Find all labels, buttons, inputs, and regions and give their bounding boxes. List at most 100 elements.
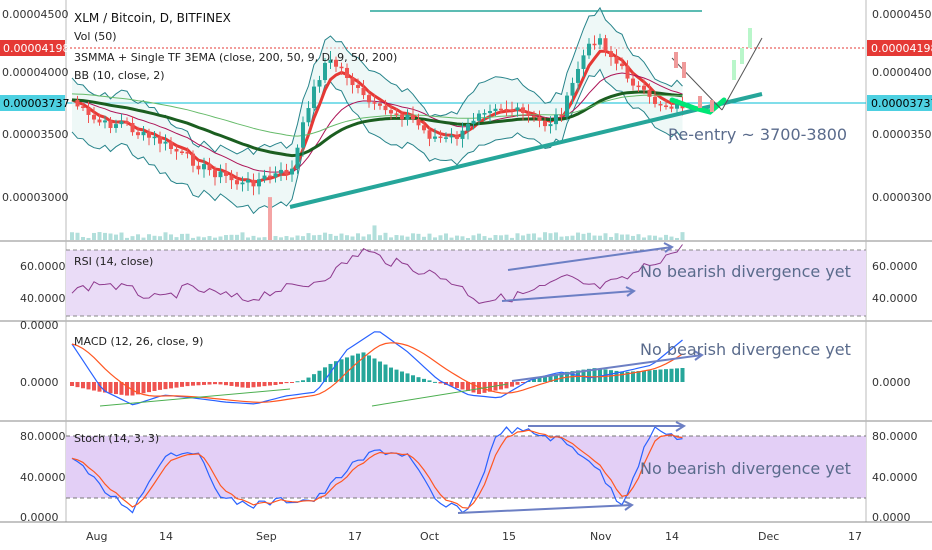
volume-bar <box>422 236 426 240</box>
candle-body <box>515 107 520 111</box>
volume-bar <box>207 236 212 240</box>
macd-hist <box>185 382 190 387</box>
bb-fill <box>72 7 683 214</box>
volume-bar <box>114 234 118 240</box>
volume-bar <box>257 237 261 240</box>
volume-bar <box>295 235 300 240</box>
macd-hist <box>317 370 322 382</box>
volume-bar <box>548 233 553 240</box>
stoch-bottom-tick-left: 0.0000 <box>20 511 59 524</box>
projected-candle <box>740 48 744 64</box>
macd-hist <box>235 382 239 387</box>
volume-bar <box>246 237 250 240</box>
macd-hist <box>504 382 509 389</box>
last-price-label-left: 0.00004198 <box>3 42 69 55</box>
macd-hist <box>345 357 349 382</box>
ma-legend: 3SMMA + Single TF 3EMA (close, 200, 50, … <box>74 51 397 64</box>
macd-legend: MACD (12, 26, close, 9) <box>74 335 203 348</box>
macd-hist <box>543 376 547 382</box>
bb-lower <box>71 68 683 215</box>
macd-trend-line <box>99 388 291 407</box>
volume-bar <box>224 235 228 240</box>
macd-hist <box>191 382 195 386</box>
volume-bar <box>356 233 360 240</box>
candle-body <box>257 179 261 187</box>
stoch-legend: Stoch (14, 3, 3) <box>74 432 159 445</box>
macd-hist <box>460 382 465 390</box>
arrow-head <box>663 242 674 253</box>
candle-body <box>114 124 118 128</box>
rsi-legend: RSI (14, close) <box>74 255 153 268</box>
volume-bar <box>279 237 283 240</box>
macd-hist <box>548 375 553 382</box>
macd-hist <box>262 382 267 387</box>
volume-bar <box>235 234 239 240</box>
volume-bar <box>378 235 382 240</box>
candle-body <box>191 153 195 166</box>
macd-hist <box>416 377 421 382</box>
macd-hist <box>218 382 223 385</box>
candle-body <box>631 78 635 86</box>
candle-body <box>603 38 608 52</box>
volume-bar <box>427 233 432 240</box>
candle-body <box>422 125 426 131</box>
projected-candle <box>698 96 702 108</box>
volume-bar <box>108 233 113 240</box>
macd-trend-line <box>371 383 509 407</box>
stoch-bottom-tick: 0.0000 <box>872 511 911 524</box>
volume-bar <box>669 236 674 240</box>
volume-bar <box>565 236 569 240</box>
macd-hist <box>383 364 388 382</box>
macd-hist <box>642 370 646 382</box>
macd-hist <box>378 361 382 382</box>
volume-bar <box>559 236 564 240</box>
macd-hist <box>301 380 305 382</box>
macd-hist <box>664 369 668 382</box>
macd-hist <box>625 371 630 382</box>
candle-body <box>328 59 333 63</box>
volume-bar <box>554 232 558 240</box>
stoch-note: No bearish divergence yet <box>640 459 851 478</box>
candle-body <box>268 175 272 178</box>
volume-bar <box>251 235 256 240</box>
macd-hist <box>636 371 641 382</box>
candle-body <box>174 148 179 152</box>
volume-bar <box>323 232 327 240</box>
candle-body <box>658 103 663 106</box>
volume-bar <box>328 233 333 240</box>
candle-body <box>466 123 470 131</box>
candle-body <box>554 114 558 125</box>
macd-tick-left: 0.0000 <box>20 376 59 389</box>
candle-body <box>75 99 80 107</box>
candle-body <box>455 135 459 139</box>
macd-hist <box>411 375 415 382</box>
candle-body <box>312 86 316 109</box>
candle-body <box>372 102 377 104</box>
macd-hist <box>537 377 542 382</box>
chart-title: XLM / Bitcoin, D, BITFINEX <box>74 11 231 25</box>
volume-bar <box>543 232 547 240</box>
candle-body <box>141 131 146 136</box>
volume-bar <box>537 237 542 240</box>
macd-hist <box>295 381 300 383</box>
candle-body <box>405 114 410 120</box>
candle-body <box>323 62 327 81</box>
ema-50 <box>71 72 683 173</box>
macd-hist <box>251 382 256 388</box>
macd-hist <box>559 372 564 382</box>
volume-bar <box>158 236 162 240</box>
volume-bar <box>350 236 355 240</box>
candle-body <box>196 165 201 170</box>
volume-bar <box>119 232 124 240</box>
macd-hist <box>213 382 217 385</box>
candle-body <box>521 107 525 113</box>
macd-hist <box>438 382 443 384</box>
last-price-label: 0.00004198 <box>871 42 932 55</box>
candle-body <box>158 136 162 144</box>
price-tick-left: 0.00004500 <box>2 8 68 21</box>
volume-bar <box>103 232 107 240</box>
candle-body <box>345 67 349 78</box>
macd-hist <box>356 353 360 382</box>
volume-bar <box>141 237 146 240</box>
volume-bar <box>273 236 278 240</box>
